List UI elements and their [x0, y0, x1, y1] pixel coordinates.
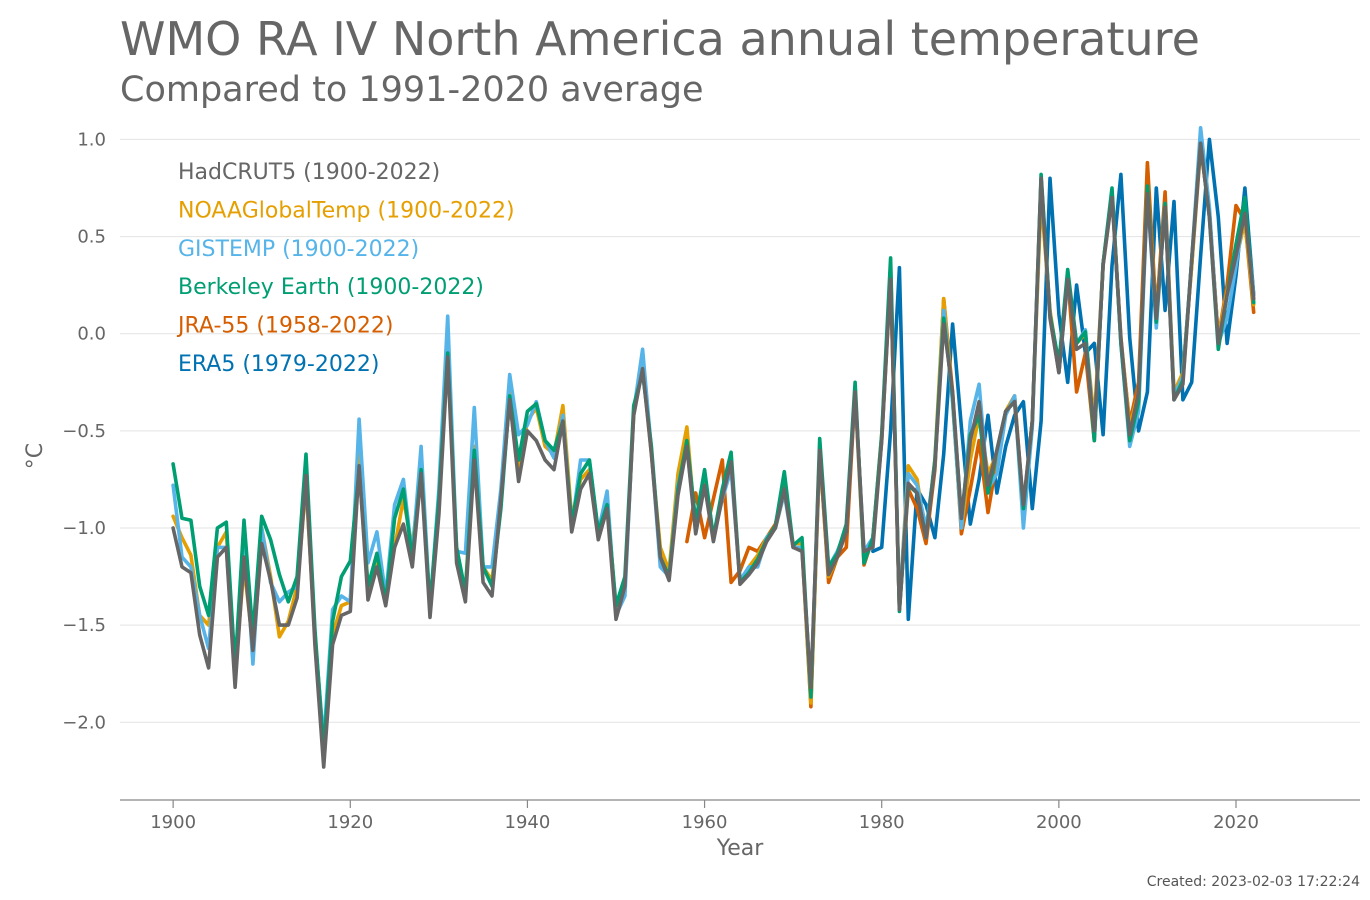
axis-ticks: −2.0 −1.5 −1.0 −0.5 0.0 0.5 1.0 1900 1920 1940 196… [62, 129, 1259, 833]
y-tick-label: 1.0 [77, 129, 106, 150]
series-line-era5 [871, 137, 1256, 622]
x-tick-label: 1940 [505, 812, 551, 833]
x-tick-label: 1980 [859, 812, 905, 833]
series-line-noaaglobaltemp [171, 133, 1256, 748]
x-tick-label: 2000 [1036, 812, 1082, 833]
legend-entry-noaaglobaltemp: NOAAGlobalTemp (1900-2022) [178, 198, 515, 223]
chart-title: WMO RA IV North America annual temperatu… [120, 12, 1200, 66]
series-line-berkeley-earth [171, 141, 1256, 754]
x-tick-label: 1920 [327, 812, 373, 833]
legend: HadCRUT5 (1900-2022) NOAAGlobalTemp (1900… [176, 160, 515, 377]
x-tick-label: 1960 [682, 812, 728, 833]
y-tick-label: −0.5 [62, 421, 106, 442]
y-tick-label: −1.5 [62, 615, 106, 636]
x-axis-label: Year [716, 836, 765, 861]
series-line-hadcrut5 [171, 141, 1256, 769]
created-timestamp: Created: 2023-02-03 17:22:24 [1146, 874, 1360, 890]
chart-subtitle: Compared to 1991-2020 average [120, 70, 704, 110]
y-tick-label: −1.0 [62, 518, 106, 539]
y-axis-label: °C [23, 443, 48, 469]
y-tick-label: 0.5 [77, 227, 106, 248]
y-tick-label: 0.0 [77, 324, 106, 345]
legend-entry-gistemp: GISTEMP (1900-2022) [178, 237, 419, 262]
series-lines [171, 126, 1256, 769]
x-tick-label: 2020 [1213, 812, 1259, 833]
legend-entry-hadcrut5: HadCRUT5 (1900-2022) [178, 160, 440, 185]
y-tick-label: −2.0 [62, 712, 106, 733]
x-tick-label: 1900 [150, 812, 196, 833]
legend-entry-jra-55: JRA-55 (1958-2022) [176, 314, 393, 339]
legend-entry-era5: ERA5 (1979-2022) [178, 352, 379, 377]
legend-entry-berkeley-earth: Berkeley Earth (1900-2022) [178, 275, 484, 300]
